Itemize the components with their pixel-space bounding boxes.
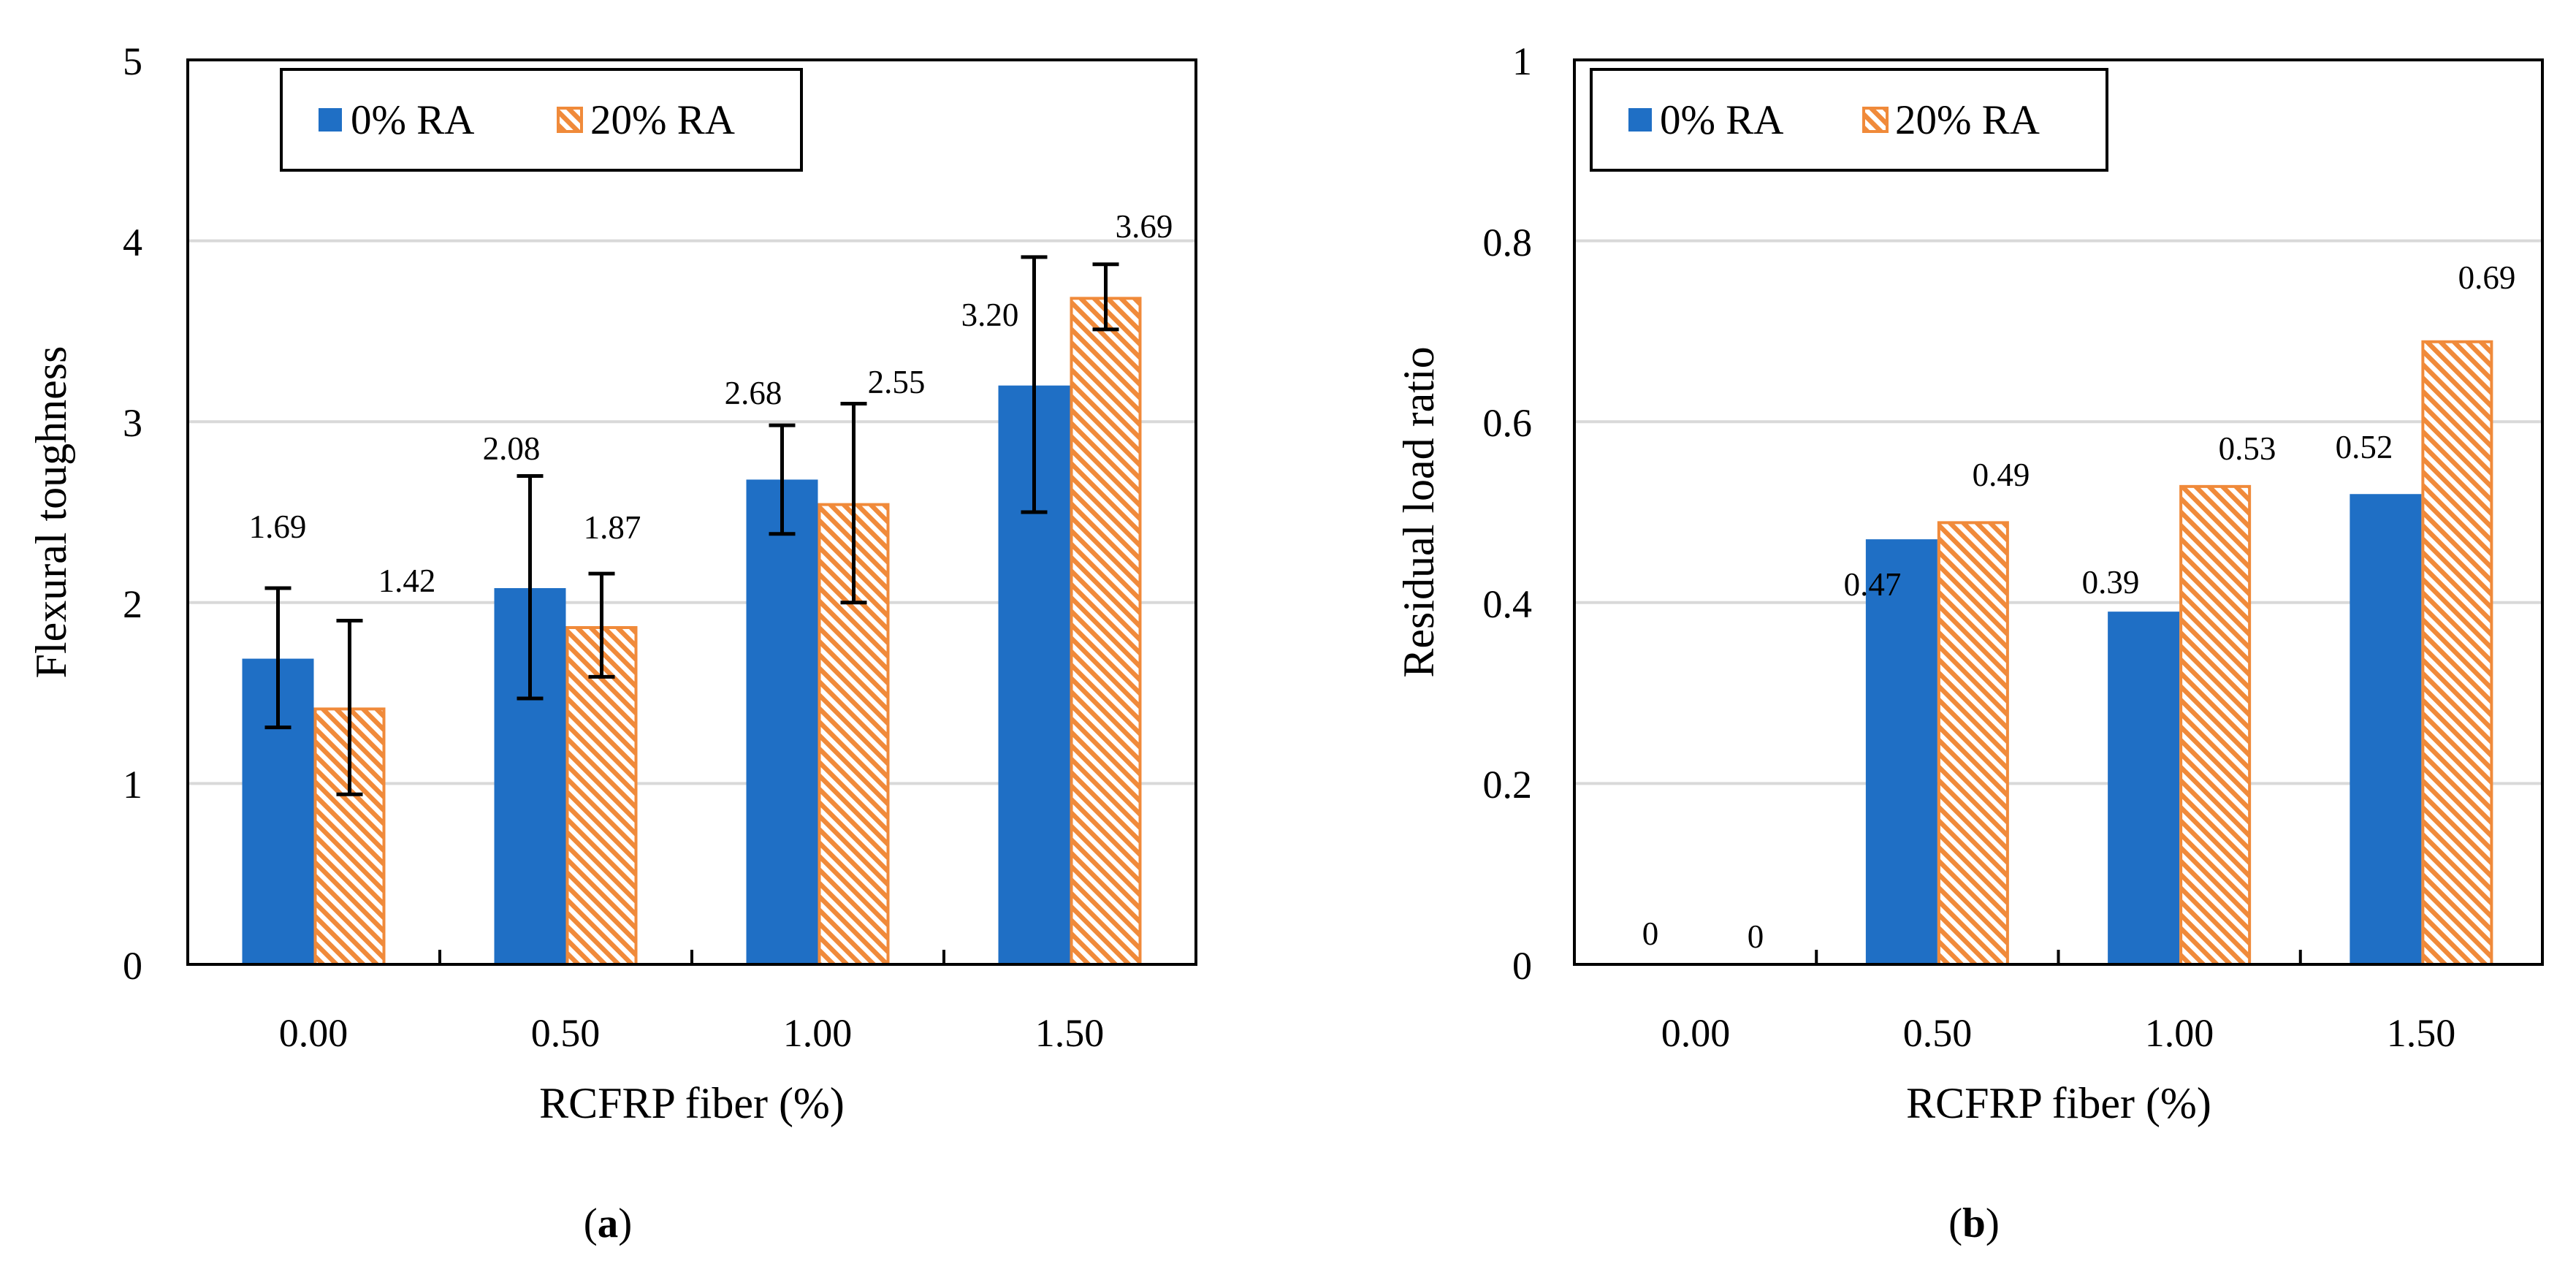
y-tick-label: 0.2 (1483, 763, 1533, 807)
bar-value-label: 0.69 (2458, 259, 2516, 296)
x-tick-label: 1.00 (783, 1011, 853, 1055)
x-tick-label: 1.00 (2145, 1011, 2214, 1055)
bar-value-label: 1.87 (584, 509, 641, 546)
legend-label-0-ra: 0% RA (351, 97, 474, 143)
chart-panel-b: 0 0.2 0.4 0.6 0.8 1 0.00 0.50 1.00 1.50 … (1395, 39, 2544, 1246)
bars-a (242, 297, 1142, 967)
bar-value-label: 1.42 (378, 563, 436, 599)
legend-b: 0% RA 20% RA (1590, 68, 2108, 172)
bars-b (1865, 340, 2493, 966)
bar-20-ra (2421, 340, 2493, 966)
x-axis-label-b: RCFRP fiber (%) (1906, 1079, 2211, 1127)
y-tick-label: 0.8 (1483, 221, 1533, 264)
legend-swatch-20-ra (557, 107, 583, 133)
x-tick-label: 0.00 (279, 1011, 348, 1055)
legend-label-20-ra: 20% RA (590, 97, 735, 143)
bar-value-label: 2.08 (483, 430, 541, 467)
legend-label-0-ra: 0% RA (1660, 97, 1783, 143)
bar-20-ra (1937, 521, 2009, 966)
y-tick-label: 0 (1512, 944, 1532, 988)
y-tick-label: 1 (123, 763, 142, 807)
y-tick-label: 3 (123, 401, 142, 445)
bar-20-ra (1070, 297, 1142, 966)
chart-panel-a: 0 1 2 3 4 5 0.00 0.50 1.00 1.50 RCFRP fi… (27, 39, 1197, 1246)
y-axis-label-b: Residual load ratio (1395, 346, 1443, 677)
y-tick-label: 1 (1512, 39, 1532, 83)
x-ticks-b (1815, 950, 2302, 964)
y-tick-label: 2 (123, 582, 142, 626)
y-tick-label: 0.4 (1483, 582, 1533, 626)
panel-caption-b: (b) (1948, 1200, 2000, 1246)
bar-value-label: 3.20 (961, 297, 1019, 333)
bar-value-label: 0.52 (2336, 429, 2393, 465)
x-ticks-a (438, 950, 945, 964)
error-bars-a (264, 255, 1119, 796)
legend-swatch-20-ra (1862, 107, 1889, 133)
x-tick-label: 1.50 (1035, 1011, 1105, 1055)
legend-box (1590, 68, 2108, 172)
bar-value-label: 3.69 (1116, 208, 1173, 245)
x-tick-label: 0.50 (531, 1011, 601, 1055)
x-axis-label-a: RCFRP fiber (%) (539, 1079, 845, 1127)
x-tick-label: 0.00 (1661, 1011, 1731, 1055)
bar-value-label: 0.53 (2219, 430, 2276, 467)
legend-swatch-0-ra (319, 108, 342, 132)
x-tick-label: 0.50 (1903, 1011, 1973, 1055)
y-tick-label: 4 (123, 221, 142, 264)
bar-value-label: 1.69 (249, 508, 307, 545)
bar-value-label: 0 (1748, 918, 1764, 955)
bar-0-ra (746, 479, 818, 964)
y-tick-label: 0 (123, 944, 142, 988)
bar-value-label: 0 (1642, 915, 1659, 952)
y-tick-label: 5 (123, 39, 142, 83)
x-tick-label: 1.50 (2387, 1011, 2456, 1055)
bar-value-label: 0.47 (1844, 566, 1902, 603)
panel-caption-a: (a) (584, 1200, 632, 1246)
legend-label-20-ra: 20% RA (1895, 97, 2040, 143)
bar-0-ra (2108, 612, 2180, 964)
bar-0-ra (2350, 494, 2422, 964)
bar-value-label: 2.68 (725, 375, 782, 411)
y-axis-label-a: Flexural toughness (27, 346, 75, 679)
bar-value-label: 0.49 (1973, 457, 2030, 493)
bar-0-ra (1865, 539, 1937, 964)
legend-swatch-0-ra (1628, 108, 1652, 132)
y-tick-label: 0.6 (1483, 401, 1533, 445)
legend-a: 0% RA 20% RA (280, 68, 803, 172)
legend-box (280, 68, 803, 172)
bar-value-label: 0.39 (2082, 564, 2140, 601)
bar-value-label: 2.55 (868, 364, 926, 400)
bar-20-ra (2179, 484, 2252, 966)
